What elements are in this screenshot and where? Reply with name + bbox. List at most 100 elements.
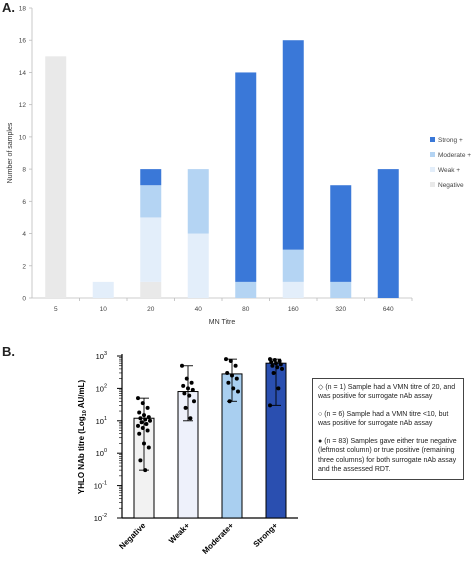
- data-point: [143, 468, 148, 473]
- bar-segment: [92, 281, 114, 298]
- y-tick-label: 18: [19, 6, 27, 13]
- data-point: [230, 373, 234, 378]
- note-circle: ○ (n = 6) Sample had a VMN titre <10, bu…: [313, 406, 463, 433]
- note-diamond: ◇ (n = 1) Sample had a VMN titre of 20, …: [313, 379, 463, 406]
- data-point: [145, 405, 150, 410]
- data-point: [234, 376, 239, 381]
- data-point: [143, 417, 148, 422]
- data-point: [228, 359, 233, 364]
- data-point: [192, 399, 196, 404]
- x-tick-label: 20: [147, 306, 155, 313]
- data-point: [225, 370, 230, 375]
- bar-segment: [187, 233, 209, 298]
- legend-swatch: [430, 167, 435, 172]
- data-point: [145, 428, 150, 433]
- data-point: [224, 357, 228, 362]
- legend-swatch: [430, 152, 435, 157]
- data-point: [189, 380, 194, 385]
- data-point: [181, 383, 186, 388]
- data-point: [182, 391, 187, 396]
- stacked-bar-chart: 0 2 4 6 8 10 12 14 16 18 5 10 20 40 80 160 320 640 MN Titr…: [7, 6, 471, 327]
- x-tick-label: Negative: [117, 521, 147, 551]
- bar-segment: [140, 281, 162, 298]
- dot-icon: ●: [318, 437, 323, 445]
- data-point: [183, 405, 188, 410]
- data-point: [276, 386, 281, 391]
- y-tick-label: 6: [22, 199, 26, 206]
- data-point: [274, 361, 278, 366]
- data-point: [227, 399, 232, 404]
- bar-segment: [330, 185, 352, 282]
- bar-segment: [235, 72, 257, 282]
- x-axis-label: MN Titre: [209, 319, 236, 326]
- y-tick-label: 10-1: [94, 481, 107, 491]
- data-point: [278, 362, 283, 367]
- x-tick-label: Strong+: [252, 521, 280, 549]
- data-point: [190, 387, 195, 392]
- y-tick-label: 102: [96, 383, 107, 393]
- bar-segment: [140, 185, 162, 218]
- data-point: [146, 445, 151, 450]
- data-point: [231, 386, 236, 391]
- data-point: [136, 423, 140, 428]
- y-tick-label: 16: [19, 38, 27, 45]
- y-tick-label: 8: [22, 167, 26, 174]
- data-point: [269, 360, 274, 365]
- legend-label: Strong +: [438, 137, 463, 144]
- legend-label: Weak +: [438, 167, 460, 174]
- data-point: [280, 366, 284, 371]
- legend-swatch: [430, 182, 435, 187]
- bar-segment: [330, 281, 352, 298]
- data-point: [140, 425, 145, 430]
- legend-swatch: [430, 137, 435, 142]
- panel-b-label: B.: [2, 344, 15, 359]
- x-tick-label: Moderate+: [201, 521, 236, 556]
- data-point: [272, 358, 277, 363]
- diamond-icon: ◇: [318, 384, 324, 391]
- y-tick-label: 101: [96, 416, 107, 426]
- x-tick-label: 640: [383, 306, 394, 313]
- data-point: [186, 386, 190, 391]
- data-point: [148, 418, 152, 423]
- data-point: [180, 363, 184, 368]
- data-point: [137, 431, 142, 436]
- data-point: [277, 359, 282, 364]
- y-axis-label: Number of samples: [7, 122, 14, 183]
- x-tick-label: 40: [195, 306, 203, 313]
- data-point: [226, 380, 231, 385]
- bar-segment: [45, 56, 67, 299]
- bar-segment: [282, 40, 304, 250]
- y-tick-label: 2: [22, 263, 26, 270]
- notes-box: ◇ (n = 1) Sample had a VMN titre of 20, …: [312, 378, 464, 480]
- note-text: (n = 1) Sample had a VMN titre of 20, an…: [318, 384, 456, 401]
- data-point: [275, 365, 280, 370]
- y-tick-label: 10-2: [94, 513, 107, 523]
- data-point: [188, 416, 193, 421]
- y-axis-label: YHLO NAb titre (Log10 AU/mL): [77, 380, 88, 495]
- x-tick-label: 80: [242, 306, 250, 313]
- bar-segment: [235, 281, 257, 298]
- bar-segment: [187, 169, 209, 234]
- data-point: [137, 410, 142, 415]
- data-point: [270, 363, 275, 368]
- bar-segment: [282, 281, 304, 298]
- x-tick-label: 320: [335, 306, 346, 313]
- data-point: [233, 363, 238, 368]
- note-dot: ● (n = 83) Samples gave either true nega…: [313, 433, 463, 479]
- y-tick-label: 100: [96, 448, 107, 458]
- data-point: [136, 396, 140, 401]
- data-point: [142, 413, 146, 418]
- bar-segment: [140, 217, 162, 282]
- data-point: [144, 421, 149, 426]
- x-tick-label: 160: [288, 306, 299, 313]
- panel-a-label: A.: [2, 0, 15, 15]
- y-tick-label: 10: [19, 134, 27, 141]
- data-point: [236, 389, 240, 394]
- data-point: [146, 415, 151, 420]
- y-tick-label: 12: [19, 102, 27, 109]
- note-text: (n = 83) Samples gave either true negati…: [318, 437, 457, 474]
- bar-segment: [282, 249, 304, 282]
- y-tick-label: 0: [22, 296, 26, 303]
- note-text: (n = 6) Sample had a VMN titre <10, but …: [318, 410, 449, 428]
- legend-label: Negative: [438, 182, 464, 189]
